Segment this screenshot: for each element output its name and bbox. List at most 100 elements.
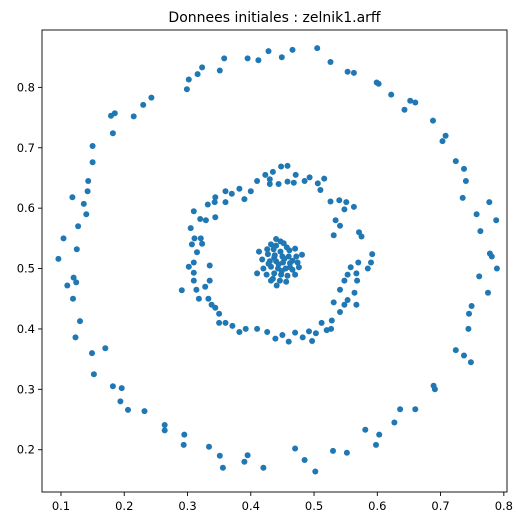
data-point [89, 143, 96, 149]
data-point [275, 261, 282, 268]
data-point [72, 334, 79, 341]
data-point [272, 335, 279, 342]
data-point [206, 277, 213, 284]
data-point [341, 206, 348, 213]
data-point [465, 325, 472, 332]
data-point [330, 232, 337, 239]
data-point [343, 449, 350, 456]
data-point [343, 199, 350, 206]
x-tick-label: 0.3 [178, 499, 196, 513]
data-point [83, 211, 90, 218]
data-point [108, 112, 114, 119]
x-tick-label: 0.5 [305, 499, 323, 513]
data-point [292, 245, 299, 252]
data-point [183, 86, 190, 93]
data-point [461, 165, 467, 172]
data-point [109, 383, 116, 390]
data-point [292, 445, 299, 452]
data-point [197, 235, 204, 242]
data-point [216, 452, 223, 459]
data-point [452, 158, 459, 165]
data-point [286, 247, 293, 254]
data-point [287, 264, 293, 271]
data-point [344, 297, 351, 303]
data-point [347, 264, 354, 271]
data-point [64, 282, 71, 289]
data-point [242, 325, 249, 332]
data-point [306, 174, 313, 181]
data-point [222, 188, 229, 195]
data-point [180, 441, 187, 448]
data-point [290, 179, 297, 186]
data-point [341, 301, 348, 308]
data-point [187, 225, 194, 232]
data-point [285, 338, 292, 345]
data-point [228, 190, 235, 197]
data-point [194, 249, 200, 256]
data-point [202, 217, 209, 224]
data-point [485, 289, 491, 296]
data-point [80, 200, 87, 207]
data-point [190, 269, 197, 276]
data-point [299, 334, 306, 341]
data-point [241, 196, 248, 203]
data-point [73, 279, 80, 286]
data-point [284, 162, 291, 169]
plot-frame [41, 29, 508, 493]
data-point [269, 168, 276, 175]
data-point [276, 277, 283, 284]
data-point [118, 385, 125, 392]
data-point [368, 259, 374, 266]
data-point [69, 194, 76, 201]
data-point [222, 319, 229, 326]
data-point [289, 257, 296, 264]
data-point [181, 431, 188, 438]
data-point [85, 178, 92, 184]
data-point [350, 203, 357, 210]
data-point [262, 171, 269, 178]
data-point [284, 272, 291, 279]
data-point [241, 458, 248, 465]
data-point [75, 223, 82, 230]
data-point [178, 287, 185, 294]
data-point [289, 46, 296, 53]
data-point [109, 130, 116, 137]
data-point [212, 194, 219, 201]
data-point [125, 406, 131, 413]
data-point [60, 235, 67, 242]
data-point [476, 273, 483, 280]
data-point [486, 199, 493, 206]
x-axis: 0.1 0.2 0.3 0.4 0.5 0.6 0.7 0.8 [52, 492, 513, 513]
data-point [265, 48, 272, 55]
data-point [353, 301, 360, 308]
data-point [327, 198, 334, 205]
data-point [266, 176, 273, 183]
data-point [193, 286, 200, 293]
data-point [358, 233, 365, 240]
data-point [216, 310, 223, 317]
data-point [468, 303, 475, 309]
data-point [401, 106, 408, 113]
data-point [199, 240, 206, 247]
chart-title: Donnees initiales : zelnik1.arff [168, 10, 381, 26]
data-point [278, 268, 285, 274]
data-point [337, 286, 343, 293]
data-point [271, 254, 278, 261]
data-point [244, 452, 251, 459]
data-point [161, 427, 168, 434]
data-point [102, 345, 109, 352]
data-point [188, 241, 195, 248]
data-point [293, 253, 300, 260]
data-point [354, 277, 361, 284]
data-point [299, 251, 305, 258]
data-point [317, 187, 324, 193]
y-tick-label: 0.2 [17, 443, 35, 457]
data-point [312, 468, 319, 475]
data-point [161, 422, 168, 428]
data-point [397, 406, 404, 413]
data-point [254, 178, 261, 184]
data-point [89, 159, 96, 166]
data-point [412, 99, 419, 106]
data-point [190, 259, 197, 266]
